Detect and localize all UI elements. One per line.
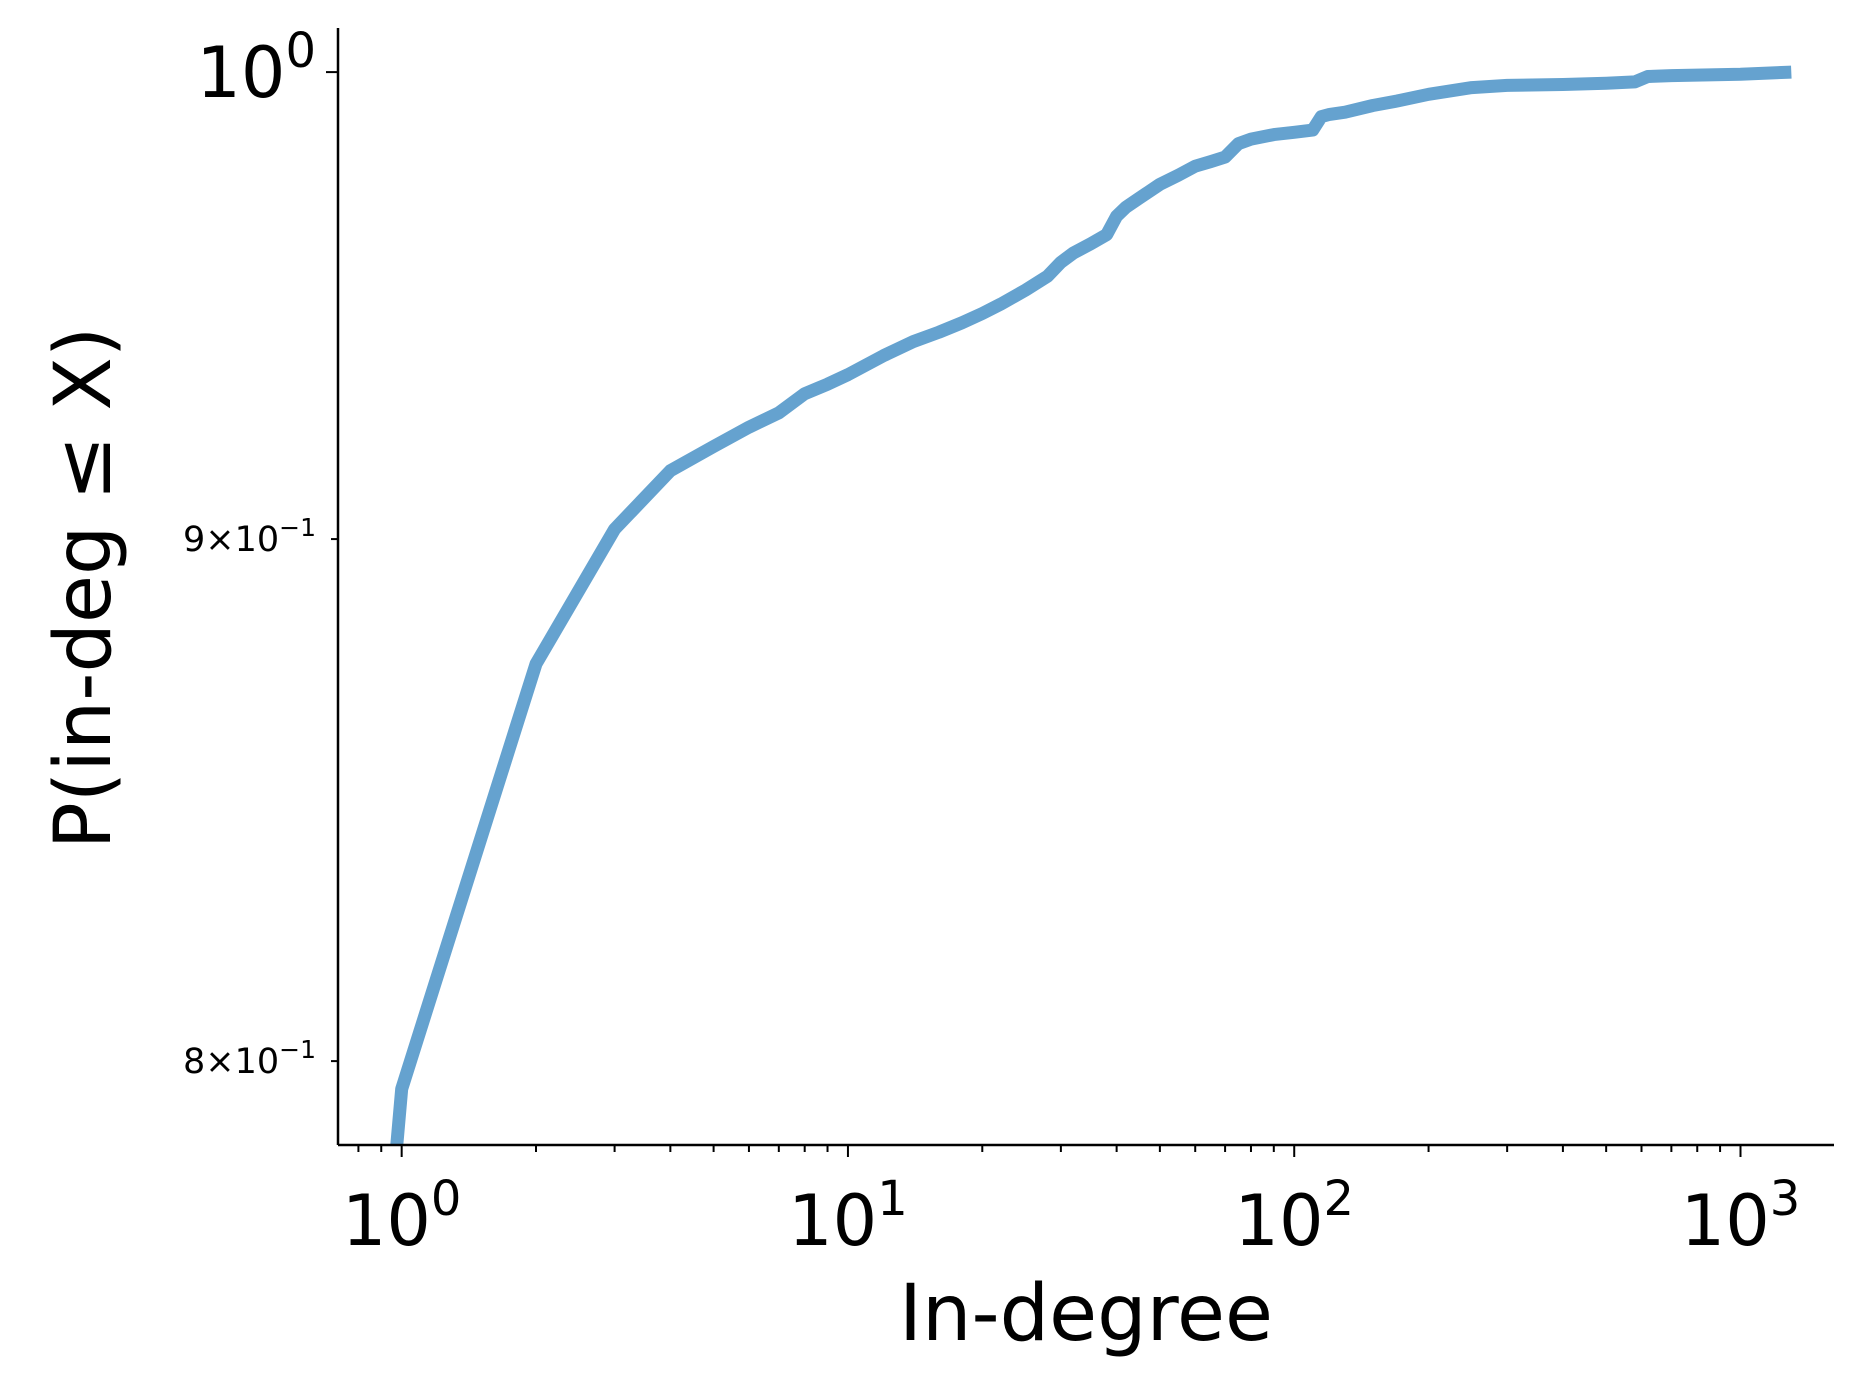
x-tick-label: 103: [1681, 1171, 1801, 1262]
x-tick-label: 102: [1234, 1171, 1354, 1262]
x-tick-label: 100: [342, 1171, 462, 1262]
x-ticks: 100 101 102 103: [342, 1145, 1800, 1262]
y-axis-label: P(in-deg ≤ X): [39, 327, 129, 850]
x-axis-label: In-degree: [899, 1269, 1273, 1359]
y-tick-label: 9×10−1: [183, 513, 316, 560]
x-tick-label: 101: [788, 1171, 908, 1262]
plot-area: [390, 65, 1792, 1145]
y-tick-label: 100: [196, 23, 316, 114]
y-ticks: 8×10−1 9×10−1 100: [183, 23, 338, 1082]
cdf-line: [390, 65, 1792, 1145]
y-tick-label: 8×10−1: [183, 1035, 316, 1082]
